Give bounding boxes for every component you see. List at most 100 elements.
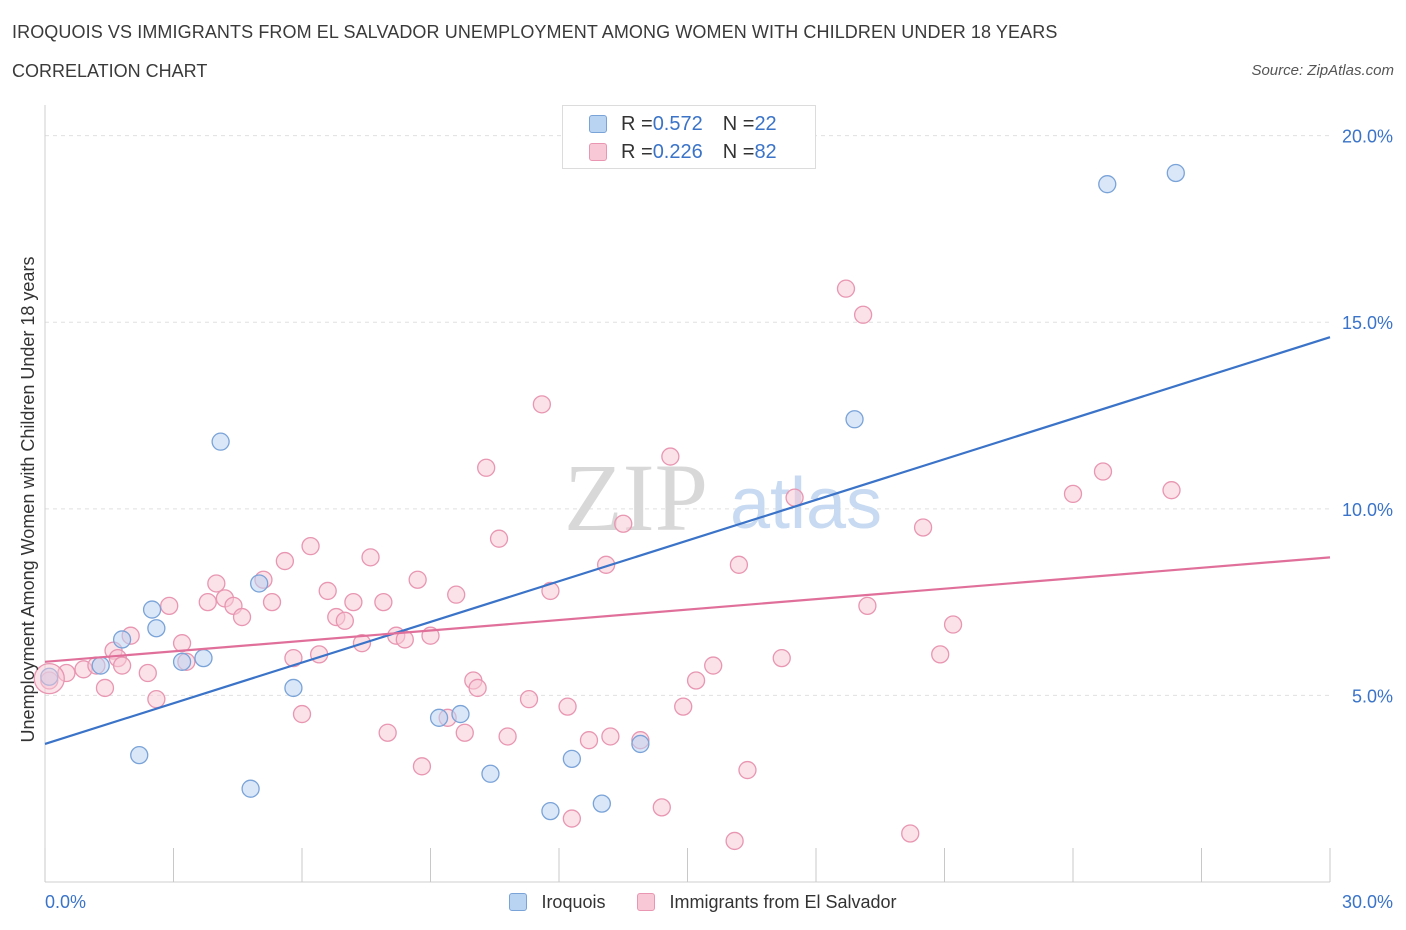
point-el-salvador (704, 656, 723, 675)
series-legend: Iroquois Immigrants from El Salvador (0, 889, 1406, 915)
legend-row-iroquois: R = 0.572 N = 22 (589, 112, 777, 136)
point-el-salvador (519, 689, 539, 709)
legend-n-label: N = (722, 112, 755, 135)
point-el-salvador (275, 551, 295, 571)
point-el-salvador (284, 648, 303, 668)
point-el-salvador (378, 723, 397, 742)
point-iroquois (1098, 175, 1117, 194)
point-el-salvador (147, 689, 166, 709)
axis-labels: 5.0% 10.0% 15.0% 20.0% 0.0% 30.0% Unemployment… (18, 127, 1393, 912)
point-el-salvador (661, 447, 680, 466)
point-el-salvador (541, 581, 560, 601)
zipatlas-watermark: ZIP atlas (564, 444, 882, 551)
point-iroquois (284, 678, 303, 698)
point-el-salvador (477, 458, 496, 477)
point-el-salvador (943, 615, 963, 634)
point-iroquois (541, 801, 560, 821)
point-el-salvador (301, 536, 320, 556)
point-el-salvador (335, 611, 354, 630)
series-swatch-iroquois (509, 893, 528, 911)
point-iroquois (429, 708, 449, 727)
point-el-salvador (674, 697, 693, 716)
point-el-salvador (498, 727, 517, 746)
point-el-salvador (33, 662, 65, 695)
legend-r-value: 0.572 (652, 112, 703, 135)
point-iroquois (130, 745, 149, 765)
point-el-salvador (532, 395, 552, 414)
point-iroquois (112, 630, 132, 649)
point-el-salvador (374, 592, 393, 612)
legend-r-label: R = (621, 112, 653, 135)
point-el-salvador (725, 831, 744, 851)
series-legend-el-salvador[interactable]: Immigrants from El Salvador (637, 891, 897, 913)
point-el-salvador (318, 581, 337, 601)
y-tick-label: 20.0% (1342, 127, 1393, 147)
series-label-el-salvador: Immigrants from El Salvador (669, 891, 897, 912)
point-el-salvador (412, 757, 432, 776)
chart-subtitle: CORRELATION CHART (12, 61, 208, 81)
chart-title: IROQUOIS VS IMMIGRANTS FROM EL SALVADOR … (12, 22, 1058, 42)
legend-swatch-el-salvador (589, 143, 607, 161)
legend-n-value: 22 (754, 112, 777, 135)
point-el-salvador (232, 607, 252, 627)
point-el-salvador (579, 731, 599, 750)
point-el-salvador (836, 279, 856, 298)
point-iroquois (1166, 163, 1185, 183)
point-iroquois (562, 749, 581, 769)
point-iroquois (211, 432, 230, 451)
series-label-iroquois: Iroquois (541, 891, 606, 912)
point-iroquois (241, 779, 260, 798)
legend-r-value: 0.226 (652, 140, 703, 163)
point-el-salvador (344, 592, 363, 612)
point-el-salvador (562, 809, 581, 828)
point-el-salvador (292, 704, 312, 724)
x-tick-label: 30.0% (1342, 892, 1393, 912)
legend-swatch-iroquois (589, 115, 607, 133)
point-el-salvador (858, 596, 877, 616)
legend-n-value: 82 (754, 140, 777, 163)
point-el-salvador (738, 760, 757, 780)
point-iroquois (845, 410, 864, 429)
point-el-salvador (160, 596, 179, 616)
point-el-salvador (686, 671, 706, 690)
point-iroquois (91, 656, 110, 675)
point-iroquois (451, 704, 470, 724)
point-el-salvador (558, 697, 577, 716)
point-el-salvador (468, 678, 487, 698)
point-el-salvador (772, 648, 791, 668)
point-el-salvador (1093, 462, 1113, 481)
point-el-salvador (262, 592, 282, 612)
point-el-salvador (614, 514, 633, 533)
point-iroquois (142, 600, 162, 619)
point-el-salvador (455, 723, 474, 742)
trend-lines (44, 336, 1331, 745)
point-el-salvador (1063, 484, 1083, 504)
point-el-salvador (112, 656, 132, 675)
legend-row-el-salvador: R = 0.226 N = 82 (589, 140, 777, 164)
point-el-salvador (596, 555, 616, 574)
y-tick-label: 10.0% (1342, 500, 1393, 520)
series-swatch-el-salvador (637, 893, 656, 911)
source-credit: Source: ZipAtlas.com (1251, 62, 1394, 79)
point-el-salvador (853, 305, 873, 324)
legend-n-label: N = (722, 140, 755, 163)
point-iroquois (631, 734, 650, 754)
axes (44, 105, 1331, 883)
series-legend-iroquois[interactable]: Iroquois (509, 892, 605, 913)
point-iroquois (194, 648, 213, 668)
y-tick-label: 15.0% (1342, 313, 1393, 333)
x-tick-label: 0.0% (45, 892, 86, 912)
point-el-salvador (601, 727, 620, 746)
point-el-salvador (931, 645, 950, 664)
y-axis-label: Unemployment Among Women with Children U… (18, 257, 38, 743)
y-tick-label: 5.0% (1352, 686, 1393, 706)
watermark-zip: ZIP (564, 444, 708, 551)
point-iroquois (592, 794, 611, 813)
point-el-salvador (913, 518, 933, 537)
point-el-salvador (408, 570, 427, 589)
point-iroquois (147, 619, 166, 638)
trend-line-iroquois (44, 336, 1331, 745)
point-el-salvador (729, 555, 749, 574)
legend-r-label: R = (621, 140, 653, 163)
point-el-salvador (138, 663, 157, 683)
